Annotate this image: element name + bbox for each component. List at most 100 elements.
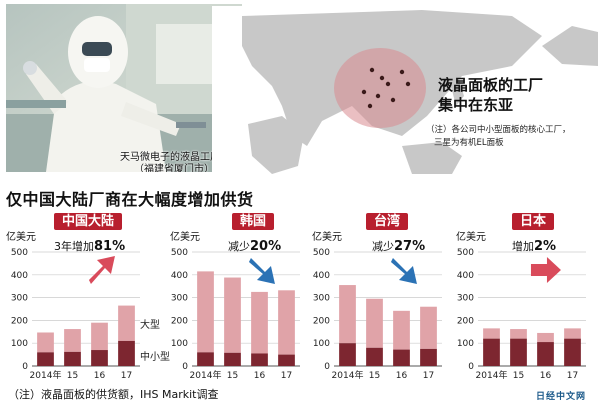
panel-tag-china: 中国大陆: [54, 213, 123, 230]
legend-small: 中小型: [140, 352, 170, 363]
panel-tag-japan: 日本: [512, 213, 555, 230]
watermark-logo: 日经中文网: [536, 392, 587, 402]
arrow-right-icon-japan: [530, 257, 561, 283]
bar-small-china-0: [37, 352, 54, 366]
x-tick-korea-2: 16: [254, 371, 266, 381]
bar-large-taiwan-1: [366, 298, 383, 348]
change-label-china: 3年增加81%: [54, 238, 125, 254]
bar-small-taiwan-3: [420, 348, 437, 366]
y-tick-taiwan-0: 0: [324, 362, 330, 372]
bar-small-taiwan-1: [366, 347, 383, 366]
unit-label-taiwan: 亿美元: [312, 232, 342, 243]
x-tick-china-2: 16: [94, 371, 106, 381]
change-value-taiwan: 27%: [394, 239, 426, 254]
change-value-korea: 20%: [250, 239, 282, 254]
y-tick-china-1: 100: [11, 339, 28, 349]
y-tick-taiwan-3: 300: [313, 294, 330, 304]
photo-caption-line2: （福建省厦门市）: [134, 164, 214, 172]
y-tick-japan-3: 300: [457, 294, 474, 304]
bar-large-china-1: [64, 329, 81, 352]
bar-small-japan-0: [483, 338, 500, 366]
panel-tag-korea: 韩国: [232, 213, 275, 230]
y-tick-korea-4: 400: [171, 271, 188, 281]
bar-small-korea-3: [278, 354, 295, 366]
y-tick-taiwan-4: 400: [313, 271, 330, 281]
factory-photo: 天马微电子的液晶工厂 （福建省厦门市）: [6, 4, 242, 172]
bar-large-japan-1: [510, 329, 527, 339]
bar-large-korea-0: [197, 271, 214, 353]
map-title-line1: 液晶面板的工厂: [438, 76, 544, 94]
bar-large-japan-2: [537, 332, 554, 343]
x-tick-korea-3: 17: [281, 371, 292, 381]
unit-label-china: 亿美元: [6, 232, 36, 243]
bar-small-korea-2: [251, 353, 268, 366]
x-tick-japan-0: 2014年: [476, 369, 508, 381]
bar-small-china-2: [91, 350, 108, 366]
unit-label-japan: 亿美元: [456, 232, 486, 243]
map-title-line2: 集中在东亚: [438, 96, 514, 114]
bar-small-china-3: [118, 340, 135, 366]
bar-small-japan-2: [537, 342, 554, 366]
y-tick-korea-3: 300: [171, 294, 188, 304]
footnote: （注）液晶面板的供货额，IHS Markit调查: [8, 388, 219, 401]
y-tick-china-3: 300: [11, 294, 28, 304]
x-tick-korea-0: 2014年: [190, 369, 222, 381]
y-tick-korea-1: 100: [171, 339, 188, 349]
bar-small-taiwan-0: [339, 343, 356, 366]
change-prefix-taiwan: 减少: [372, 240, 394, 253]
x-tick-taiwan-3: 17: [423, 371, 434, 381]
bar-large-taiwan-2: [393, 310, 410, 350]
y-tick-taiwan-1: 100: [313, 339, 330, 349]
world-map-illustration: [212, 6, 598, 176]
y-tick-korea-0: 0: [182, 362, 188, 372]
map-note-line2: 三星为有机EL面板: [434, 138, 504, 148]
bar-large-korea-2: [251, 291, 268, 354]
x-tick-taiwan-0: 2014年: [332, 369, 364, 381]
y-tick-korea-2: 200: [171, 316, 188, 326]
east-asia-map: 液晶面板的工厂 集中在东亚 （注）各公司中小型面板的核心工厂， 三星为有机EL面…: [212, 6, 598, 176]
y-tick-china-2: 200: [11, 316, 28, 326]
map-note-line1: （注）各公司中小型面板的核心工厂，: [426, 125, 571, 135]
legend-large: 大型: [140, 320, 160, 331]
y-tick-taiwan-5: 500: [313, 248, 330, 258]
y-tick-japan-1: 100: [457, 339, 474, 349]
change-label-taiwan: 减少27%: [372, 238, 425, 254]
arrow-up-icon-china: [88, 256, 115, 284]
y-tick-china-4: 400: [11, 271, 28, 281]
x-tick-china-0: 2014年: [30, 369, 62, 381]
bar-large-china-2: [91, 322, 108, 351]
bar-large-korea-1: [224, 277, 241, 353]
y-tick-china-5: 500: [11, 248, 28, 258]
bar-large-taiwan-0: [339, 285, 356, 344]
bar-large-japan-3: [564, 328, 581, 339]
arrow-down-icon-korea: [248, 258, 275, 284]
photo-caption-line1: 天马微电子的液晶工厂: [120, 152, 220, 163]
change-prefix-japan: 增加: [512, 240, 534, 253]
panel-tag-taiwan: 台湾: [366, 213, 409, 230]
x-tick-japan-3: 17: [567, 371, 578, 381]
bar-large-korea-3: [278, 290, 295, 355]
x-tick-korea-1: 15: [227, 371, 238, 381]
change-prefix-china: 3年增加: [54, 240, 94, 253]
bar-small-japan-3: [564, 338, 581, 366]
y-tick-china-0: 0: [22, 362, 28, 372]
bar-large-japan-0: [483, 328, 500, 339]
y-tick-japan-5: 500: [457, 248, 474, 258]
change-label-japan: 增加2%: [512, 238, 556, 254]
y-tick-korea-5: 500: [171, 248, 188, 258]
bar-small-korea-1: [224, 352, 241, 366]
bar-charts: 0 100 200 300 400 500 2014年 15 16 17 0 100 200 300 400…: [11, 248, 586, 381]
change-value-china: 81%: [94, 239, 126, 254]
bar-small-japan-1: [510, 338, 527, 366]
unit-label-korea: 亿美元: [170, 232, 200, 243]
x-tick-japan-1: 15: [513, 371, 524, 381]
change-prefix-korea: 减少: [228, 240, 250, 253]
bar-small-taiwan-2: [393, 349, 410, 366]
change-label-korea: 减少20%: [228, 238, 281, 254]
bar-small-korea-0: [197, 352, 214, 366]
bar-large-taiwan-3: [420, 306, 437, 349]
x-tick-japan-2: 16: [540, 371, 552, 381]
factory-worker-illustration: [6, 4, 242, 172]
x-tick-china-3: 17: [121, 371, 132, 381]
